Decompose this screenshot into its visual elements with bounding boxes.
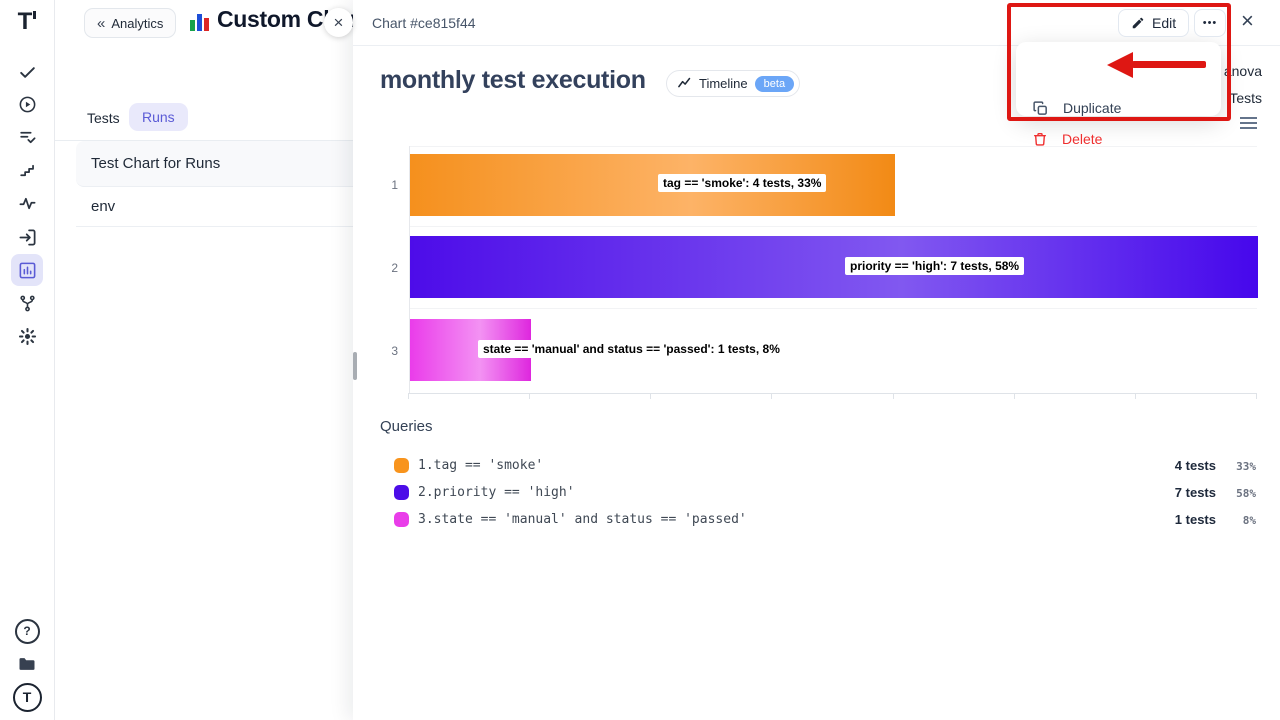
menu-item-delete[interactable]: Delete [1032,127,1102,151]
edit-label: Edit [1152,15,1177,31]
legend-marker [394,512,409,527]
query-expression: state == 'manual' and status == 'passed' [433,512,747,527]
play-circle-icon [19,96,35,112]
analytics-back-label: Analytics [111,15,164,31]
sidebar-item-tests[interactable] [11,56,43,88]
list-item-label: Test Chart for Runs [91,155,221,172]
trash-icon [1033,132,1047,146]
query-row-text: 1.tag == 'smoke' [418,458,543,473]
y-tick-label: 2 [391,261,398,275]
sidebar-item-plans[interactable] [11,121,43,153]
sidebar: T ? [0,0,55,720]
more-options-button[interactable]: ••• [1194,9,1226,37]
query-percent: 33% [1236,460,1256,473]
sidebar-item-import[interactable] [11,221,43,253]
query-expression: priority == 'high' [433,485,575,500]
sidebar-item-runs[interactable] [11,88,43,120]
sidebar-item-analytics[interactable] [11,254,43,286]
edit-button[interactable]: Edit [1118,9,1190,37]
bar-priority-high[interactable] [410,236,1258,298]
sidebar-item-settings[interactable] [11,320,43,352]
list-item-label: env [91,198,116,215]
double-chevron-left-icon: « [97,14,106,32]
branch-icon [19,295,35,311]
legend-marker [394,458,409,473]
gridline [409,226,1257,227]
logo-tick [33,11,37,19]
sidebar-item-help[interactable]: ? [11,615,43,647]
bar-data-label: state == 'manual' and status == 'passed'… [478,340,785,358]
help-icon: ? [14,618,40,644]
query-expression: tag == 'smoke' [433,458,544,473]
gear-icon [18,327,36,345]
x-axis-line [408,393,1257,399]
panel-close-button[interactable]: × [324,8,353,37]
context-menu: Duplicate Delete [1016,42,1221,147]
bar-data-label: priority == 'high': 7 tests, 58% [845,257,1025,275]
duplicate-label: Duplicate [1063,100,1122,116]
logo-circle-icon: T [12,682,42,712]
copy-icon [1033,100,1047,115]
colored-chart-icon [190,11,211,31]
query-tests-count: 1 tests [1174,512,1216,527]
menu-item-duplicate[interactable]: Duplicate [1032,96,1121,120]
pulse-icon [19,197,35,209]
ellipsis-icon: ••• [1202,17,1218,29]
queries-heading: Queries [380,418,433,435]
query-row-text: 3.state == 'manual' and status == 'passe… [418,512,747,527]
beta-badge: beta [754,75,795,92]
check-icon [19,66,35,78]
bar-data-label: tag == 'smoke': 4 tests, 33% [658,174,827,192]
partial-text-tests: Tests [1229,90,1262,106]
y-tick-label: 3 [391,344,398,358]
steps-icon [19,164,34,176]
app-logo[interactable]: T [0,10,54,34]
trend-line-icon [678,77,691,88]
query-percent: 8% [1242,514,1256,527]
gridline [409,308,1257,309]
folder-icon [19,658,35,670]
close-icon: × [333,13,344,32]
analytics-back-button[interactable]: « Analytics [84,8,177,38]
y-tick-label: 1 [391,178,398,192]
sidebar-item-milestones[interactable] [11,154,43,186]
sidebar-item-branches[interactable] [11,287,43,319]
sidebar-item-activity[interactable] [11,187,43,219]
timeline-label: Timeline [699,76,748,91]
chart-menu-icon[interactable] [1240,117,1257,132]
query-tests-count: 4 tests [1174,458,1216,473]
query-index: 1. [418,458,434,473]
query-index: 2. [418,485,434,500]
drawer-title: Chart #ce815f44 [372,15,476,31]
y-axis-line [409,146,410,394]
list-check-icon [19,131,35,143]
query-tests-count: 7 tests [1174,485,1216,500]
sidebar-item-projects[interactable] [11,648,43,680]
logo-icon: T [17,8,33,35]
list-item-env[interactable]: env [76,187,354,227]
query-percent: 58% [1236,487,1256,500]
sign-in-icon [19,229,35,245]
panel-divider [54,140,353,141]
query-row-text: 2.priority == 'high' [418,485,575,500]
gridline [409,146,1257,147]
bar-chart-icon [19,262,35,278]
drawer-header-divider [353,45,1280,46]
legend-marker [394,485,409,500]
sidebar-item-account[interactable]: T [11,681,43,713]
list-item-test-chart-for-runs[interactable]: Test Chart for Runs [76,141,354,187]
drawer-close-button[interactable]: × [1241,10,1254,32]
close-icon: × [1241,8,1254,33]
tab-runs[interactable]: Runs [129,103,188,131]
partial-text-anova: anova [1223,63,1262,79]
timeline-toggle-button[interactable]: Timeline beta [666,70,801,97]
query-index: 3. [418,512,434,527]
tab-tests[interactable]: Tests [87,110,120,126]
scrollbar-thumb[interactable] [353,352,357,380]
pencil-icon [1132,17,1144,29]
chart-title: monthly test execution [380,66,646,94]
delete-label: Delete [1062,131,1103,147]
